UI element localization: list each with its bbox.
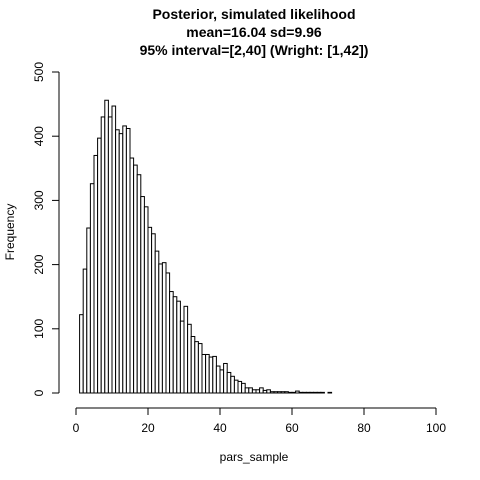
histogram-bar	[305, 391, 311, 394]
histogram-bar	[269, 391, 275, 394]
histogram-bar	[133, 164, 138, 394]
histogram-bar	[287, 391, 293, 394]
histogram-bar	[190, 336, 196, 394]
histogram-bar	[302, 391, 307, 394]
histogram-bar	[277, 391, 282, 394]
histogram-bar	[215, 365, 221, 394]
histogram-bar	[161, 262, 167, 394]
x-tick-label: 80	[357, 421, 371, 435]
histogram-bar	[208, 356, 214, 394]
histogram-bar	[316, 391, 322, 394]
x-tick-label: 0	[73, 421, 80, 435]
histogram-bar	[100, 116, 106, 394]
histogram-bar	[309, 391, 315, 394]
y-tick-label: 200	[32, 254, 46, 274]
histogram-bar	[259, 387, 264, 394]
histogram-bar	[154, 250, 160, 394]
x-axis-ticks: 0 20 40 60 80 100	[73, 408, 446, 435]
histogram-bar	[183, 305, 189, 394]
histogram-bar	[233, 379, 239, 394]
histogram-bar	[244, 387, 250, 394]
histogram-bar	[251, 389, 257, 394]
histogram-bar	[107, 116, 113, 394]
histogram-bar	[266, 389, 271, 394]
histogram-bar	[111, 105, 117, 394]
histogram-bar	[93, 154, 99, 394]
chart-title: Posterior, simulated likelihood	[152, 6, 355, 22]
x-tick-label: 40	[213, 421, 227, 435]
y-tick-label: 300	[32, 190, 46, 210]
x-tick-label: 60	[285, 421, 299, 435]
histogram-bar	[136, 174, 142, 394]
y-tick-label: 400	[32, 126, 46, 146]
histogram-bar	[295, 390, 300, 394]
histogram-bar	[187, 323, 192, 394]
histogram-bar	[79, 314, 84, 394]
histogram-bar	[197, 343, 203, 394]
histogram-bar	[313, 391, 318, 394]
histogram-bar	[273, 391, 279, 394]
histogram-bar	[201, 353, 207, 394]
histogram-bar	[219, 369, 225, 394]
histogram-bar	[230, 375, 235, 394]
histogram-bar	[89, 183, 95, 394]
histogram-bar	[179, 320, 185, 394]
y-axis-label: Frequency	[3, 204, 17, 261]
y-tick-label: 0	[32, 389, 46, 396]
histogram-bar	[143, 206, 149, 394]
histogram-bar	[82, 268, 88, 394]
y-axis-ticks: 0 100 200 300 400 500	[32, 62, 59, 396]
histogram-bar	[115, 129, 120, 394]
histogram-bars	[79, 99, 333, 394]
histogram-bar	[147, 226, 153, 394]
histogram-bar	[140, 196, 145, 394]
histogram-bar	[194, 341, 199, 394]
histogram-bar	[125, 128, 131, 394]
histogram-bar	[291, 391, 297, 394]
histogram-bar	[176, 300, 181, 394]
histogram-bar	[86, 227, 91, 394]
histogram-bar	[118, 133, 124, 394]
histogram-bar	[327, 391, 333, 394]
histogram-bar	[226, 371, 232, 394]
histogram-bar	[158, 263, 163, 394]
x-tick-label: 100	[426, 421, 446, 435]
histogram-bar	[284, 391, 289, 394]
x-axis-label: pars_sample	[220, 450, 289, 464]
y-tick-label: 100	[32, 318, 46, 338]
histogram-bar	[298, 391, 304, 394]
histogram-bar	[97, 137, 102, 394]
histogram-bar	[122, 125, 127, 394]
histogram-bar	[255, 389, 261, 394]
y-tick-label: 500	[32, 62, 46, 82]
chart-subtitle: mean=16.04 sd=9.96	[186, 24, 322, 40]
histogram-bar	[212, 355, 217, 394]
histogram-bar	[223, 362, 228, 394]
histogram-bar	[151, 233, 156, 394]
histogram-bar	[320, 391, 325, 394]
histogram-bar	[172, 296, 178, 394]
histogram-bar	[169, 291, 174, 394]
histogram-bar	[241, 382, 246, 394]
chart-subtitle-interval: 95% interval=[2,40] (Wright: [1,42])	[140, 42, 369, 58]
histogram-bar	[280, 391, 286, 394]
histogram-bar	[262, 389, 268, 394]
histogram-bar	[205, 353, 210, 394]
x-tick-label: 20	[141, 421, 155, 435]
histogram-bar	[248, 387, 253, 394]
histogram-bar	[129, 157, 135, 394]
histogram-bar	[165, 272, 171, 394]
histogram-bar	[237, 380, 243, 394]
histogram-bar	[104, 99, 109, 394]
